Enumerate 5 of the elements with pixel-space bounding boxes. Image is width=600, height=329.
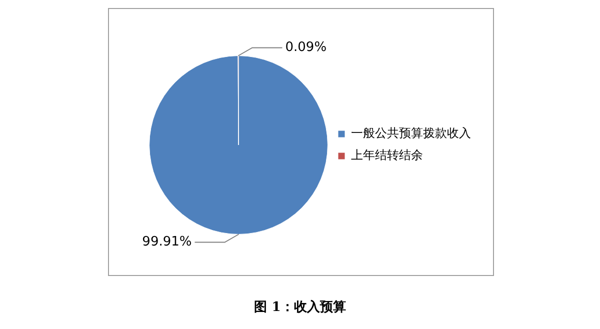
data-label: 0.09% [285, 40, 327, 56]
legend-label: 上年结转结余 [351, 148, 423, 162]
legend-label: 一般公共预算拨款收入 [351, 126, 471, 140]
data-label: 99.91% [142, 234, 192, 250]
text: 图 1：收入预算 [253, 298, 347, 316]
